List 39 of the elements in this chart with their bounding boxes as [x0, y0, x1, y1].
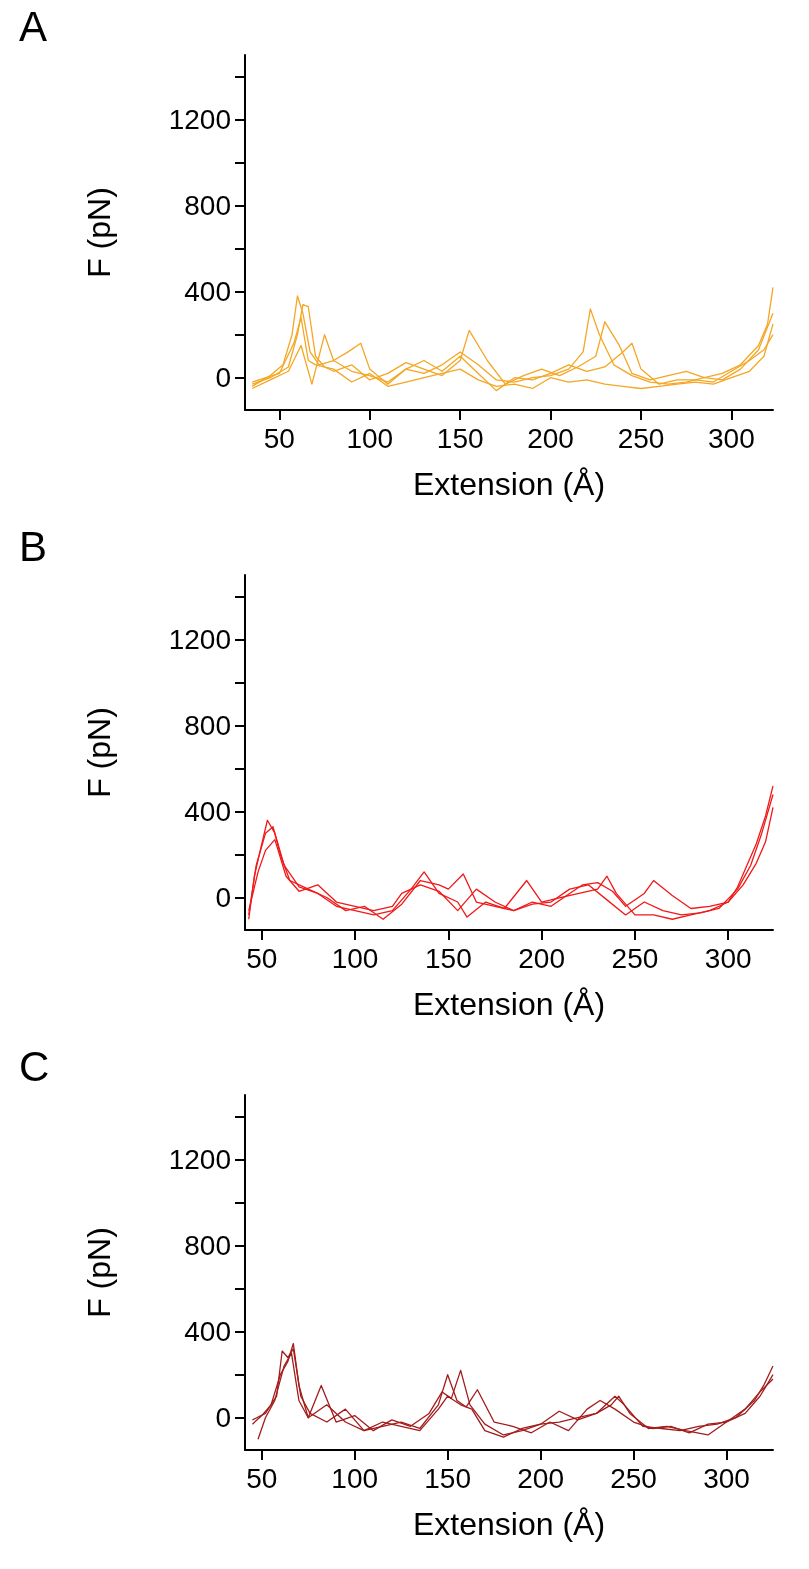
x-tick-label: 300: [708, 422, 755, 454]
x-axis-title: Extension (Å): [412, 466, 606, 502]
x-tick-label: 250: [617, 422, 665, 454]
y-tick-label: 400: [184, 796, 231, 828]
x-tick-label: 200: [518, 942, 566, 974]
x-tick-label: 150: [425, 942, 472, 974]
x-tick-label: 200: [517, 1462, 564, 1494]
y-tick-label: 1200: [168, 624, 231, 656]
y-tick-label: 400: [184, 276, 231, 308]
x-tick-label: 150: [424, 1462, 472, 1494]
chart-title: B: [19, 522, 48, 570]
x-tick-label: 50: [246, 1462, 278, 1494]
x-tick-label: 100: [331, 942, 379, 974]
y-tick-label: 800: [184, 710, 231, 742]
y-tick-label: 400: [184, 1316, 231, 1348]
y-axis-title: F (pN): [81, 707, 117, 798]
y-tick-label: 0: [215, 882, 231, 914]
x-tick-label: 300: [703, 1462, 750, 1494]
x-axis-title: Extension (Å): [412, 1506, 606, 1542]
y-axis-title: F (pN): [81, 187, 117, 278]
y-tick-label: 1200: [168, 1144, 231, 1176]
x-axis-title: Extension (Å): [412, 986, 606, 1022]
x-tick-label: 250: [610, 1462, 657, 1494]
x-tick-label: 100: [331, 1462, 379, 1494]
x-tick-label: 300: [704, 942, 752, 974]
y-axis-title: F (pN): [81, 1227, 117, 1318]
x-tick-label: 50: [246, 942, 278, 974]
x-tick-label: 100: [346, 422, 394, 454]
y-tick-label: 1200: [168, 104, 231, 136]
chart-title: C: [19, 1042, 50, 1090]
x-tick-label: 250: [611, 942, 659, 974]
x-tick-label: 200: [527, 422, 574, 454]
x-tick-label: 150: [436, 422, 484, 454]
chart-title: A: [19, 2, 48, 50]
y-tick-label: 800: [184, 190, 231, 222]
x-tick-label: 50: [263, 422, 295, 454]
y-tick-label: 800: [184, 1230, 231, 1262]
y-tick-label: 0: [215, 362, 231, 394]
y-tick-label: 0: [215, 1402, 231, 1434]
